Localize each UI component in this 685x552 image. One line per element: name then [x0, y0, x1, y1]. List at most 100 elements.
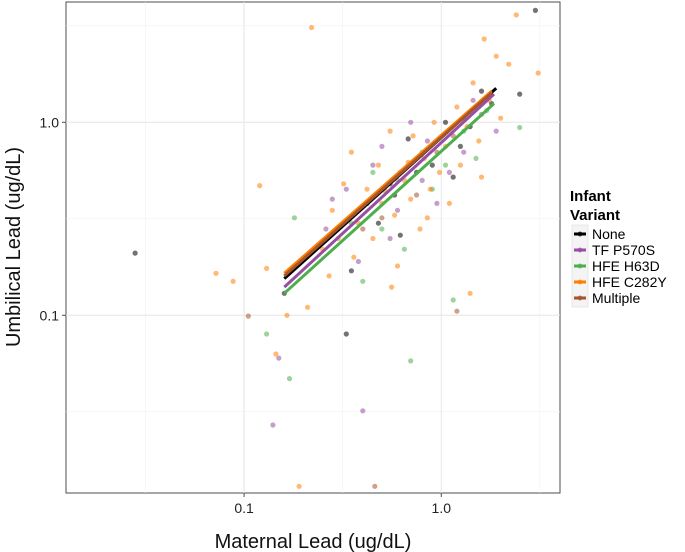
- data-point: [245, 313, 251, 319]
- legend-key-point: [577, 247, 583, 253]
- regression-line: [283, 102, 496, 295]
- data-point: [375, 162, 381, 168]
- legend-key-point: [577, 295, 583, 301]
- data-point: [454, 308, 460, 314]
- data-point: [370, 235, 376, 242]
- data-point: [230, 278, 236, 284]
- data-point: [470, 80, 476, 86]
- data-point: [309, 24, 315, 31]
- data-point: [442, 162, 449, 168]
- data-point: [481, 36, 487, 42]
- data-point: [270, 422, 276, 428]
- data-point: [467, 290, 473, 296]
- data-point: [424, 138, 430, 144]
- data-point: [535, 70, 541, 76]
- data-point: [360, 278, 366, 284]
- data-point: [351, 254, 357, 260]
- legend-label: None: [592, 226, 626, 242]
- data-point: [355, 258, 361, 265]
- data-point: [532, 7, 539, 13]
- data-point: [329, 196, 335, 202]
- data-point: [305, 304, 311, 310]
- data-point: [132, 250, 138, 256]
- data-point: [348, 268, 354, 274]
- data-point: [387, 128, 393, 134]
- data-point: [517, 91, 523, 97]
- data-point: [424, 215, 430, 221]
- data-point: [284, 312, 290, 318]
- data-point: [405, 136, 411, 142]
- data-point: [517, 124, 523, 131]
- data-point: [296, 483, 302, 489]
- data-point: [372, 483, 378, 489]
- data-point: [429, 162, 435, 168]
- regression-line: [283, 91, 493, 278]
- data-point: [379, 226, 385, 232]
- data-point: [414, 192, 420, 198]
- data-point: [473, 155, 479, 161]
- data-point: [446, 200, 452, 206]
- data-point: [442, 119, 449, 125]
- legend-label: HFE H63D: [592, 258, 660, 274]
- data-point: [379, 215, 385, 221]
- data-point: [419, 177, 425, 183]
- data-point: [470, 97, 476, 103]
- legend-key-point: [577, 231, 583, 237]
- data-point: [450, 297, 456, 303]
- data-point: [273, 351, 279, 357]
- regression-lines: [283, 87, 498, 295]
- data-point: [434, 200, 440, 206]
- data-point: [329, 207, 335, 213]
- data-point: [401, 246, 407, 252]
- data-point: [276, 355, 282, 361]
- data-point: [389, 284, 395, 290]
- legend-label: Multiple: [592, 290, 640, 306]
- data-point: [375, 220, 381, 226]
- data-point: [478, 88, 485, 94]
- legend-key-point: [577, 263, 583, 269]
- data-point: [264, 265, 270, 271]
- data-point: [436, 169, 443, 175]
- data-point: [257, 183, 263, 189]
- data-point: [213, 270, 219, 276]
- y-tick-label: 0.1: [40, 307, 60, 323]
- data-point: [408, 119, 414, 125]
- data-point: [493, 53, 499, 59]
- data-point: [427, 186, 433, 192]
- axis-ticks: 0.1 1.0 0.1 1.0: [40, 114, 452, 516]
- data-point: [446, 169, 452, 175]
- data-point: [326, 273, 332, 279]
- data-point: [348, 149, 354, 155]
- data-point: [370, 169, 376, 175]
- y-tick-label: 1.0: [40, 114, 60, 130]
- grid-major: [66, 2, 560, 493]
- data-point: [341, 181, 347, 187]
- data-point: [394, 263, 401, 269]
- legend-label: HFE C282Y: [592, 274, 667, 290]
- x-tick-label: 1.0: [432, 500, 452, 516]
- legend-title-line-2: Variant: [570, 207, 620, 224]
- data-point: [286, 376, 293, 382]
- data-point: [364, 186, 370, 192]
- data-point: [343, 331, 349, 337]
- data-point: [387, 235, 393, 242]
- data-point: [417, 226, 423, 232]
- data-point: [291, 215, 297, 221]
- x-axis-title: Maternal Lead (ug/dL): [215, 531, 412, 552]
- legend-title-line-1: Infant: [570, 188, 611, 205]
- data-point: [498, 115, 504, 121]
- data-point: [392, 212, 398, 218]
- legend-label: TF P570S: [592, 242, 655, 258]
- data-point: [360, 226, 366, 232]
- data-point: [360, 408, 366, 414]
- data-point: [379, 143, 385, 149]
- data-point: [461, 149, 467, 155]
- data-point: [343, 186, 349, 192]
- data-point: [457, 162, 463, 168]
- data-point: [493, 128, 499, 134]
- data-point: [370, 162, 376, 168]
- data-point: [478, 174, 485, 180]
- data-point: [397, 232, 403, 238]
